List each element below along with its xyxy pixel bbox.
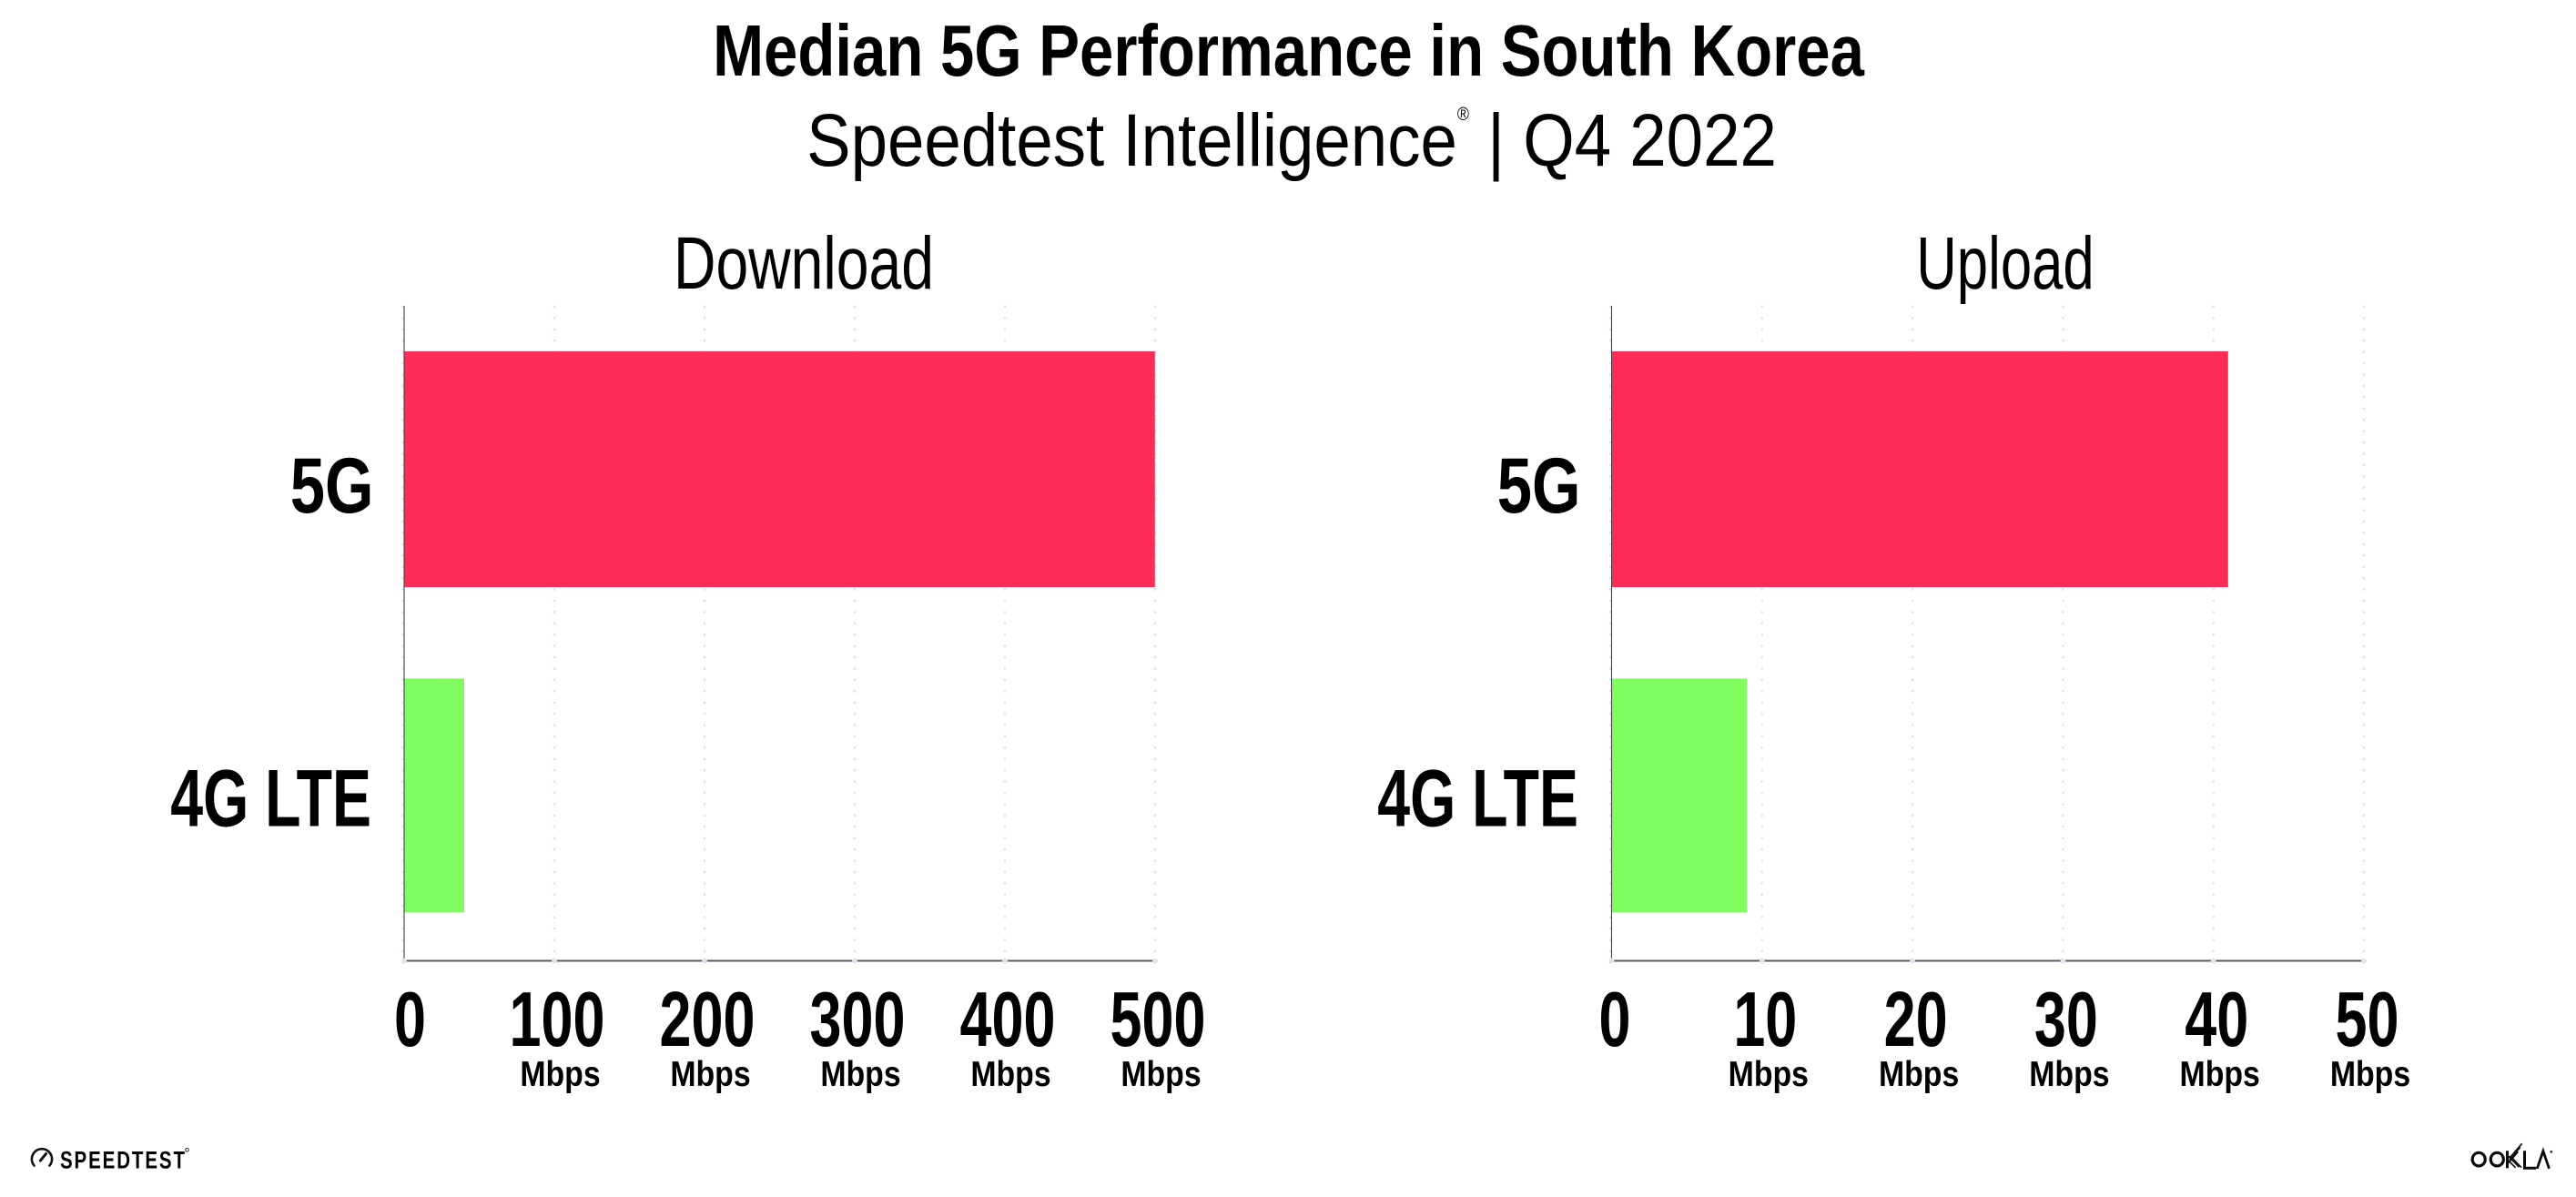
svg-text:4G LTE: 4G LTE	[1377, 754, 1578, 844]
svg-text:30: 30	[2034, 976, 2098, 1062]
svg-text:500: 500	[1111, 976, 1206, 1062]
svg-text:Mbps: Mbps	[970, 1054, 1050, 1094]
svg-text:100: 100	[510, 976, 605, 1062]
svg-text:Speedtest Intelligence® | Q4 2: Speedtest Intelligence® | Q4 2022	[806, 99, 1777, 182]
svg-text:400: 400	[960, 976, 1056, 1062]
svg-text:200: 200	[660, 976, 756, 1062]
svg-text:Mbps: Mbps	[1729, 1054, 1809, 1094]
svg-text:Mbps: Mbps	[2029, 1054, 2109, 1094]
svg-text:Upload: Upload	[1916, 223, 2094, 305]
svg-text:SPEEDTEST: SPEEDTEST	[60, 1147, 187, 1174]
svg-text:Mbps: Mbps	[1879, 1054, 1959, 1094]
svg-text:0: 0	[394, 976, 426, 1062]
svg-text:4G LTE: 4G LTE	[170, 754, 371, 844]
svg-text:Mbps: Mbps	[670, 1054, 750, 1094]
svg-text:5G: 5G	[1497, 442, 1581, 530]
svg-text:Download: Download	[674, 222, 934, 305]
svg-text:50: 50	[2336, 976, 2399, 1062]
svg-text:Mbps: Mbps	[520, 1054, 600, 1094]
svg-text:300: 300	[810, 976, 906, 1062]
svg-text:Mbps: Mbps	[2330, 1054, 2410, 1094]
svg-text:Mbps: Mbps	[1121, 1054, 1201, 1094]
svg-text:Median 5G Performance in South: Median 5G Performance in South Korea	[713, 9, 1865, 91]
svg-text:5G: 5G	[290, 442, 374, 530]
svg-text:40: 40	[2185, 976, 2248, 1062]
svg-text:20: 20	[1884, 976, 1948, 1062]
svg-text:10: 10	[1733, 976, 1797, 1062]
svg-text:Mbps: Mbps	[2180, 1054, 2260, 1094]
svg-text:0: 0	[1599, 976, 1631, 1062]
svg-text:Mbps: Mbps	[820, 1054, 900, 1094]
